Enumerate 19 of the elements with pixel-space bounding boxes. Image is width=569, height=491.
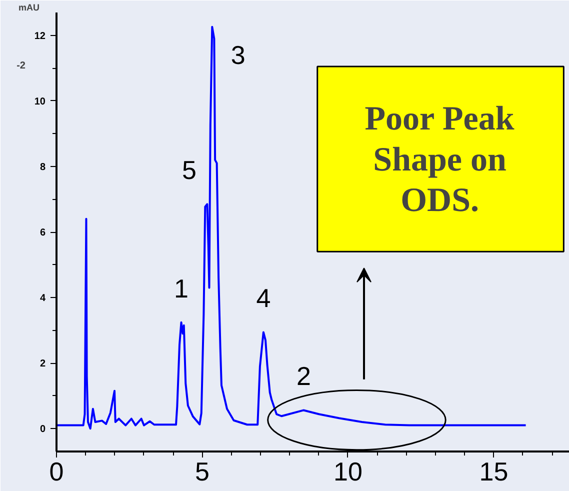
- annotation: Poor Peak Shape on ODS.: [364, 100, 514, 220]
- y-axis-title: mAU: [18, 2, 40, 12]
- y-tick-label: 2: [40, 358, 46, 370]
- y-tick-label: 12: [34, 30, 46, 42]
- y-tick-label: 6: [40, 228, 46, 238]
- annotation: 4: [256, 283, 271, 314]
- annotation: 3: [230, 40, 246, 70]
- y-tick-label: 8: [40, 162, 46, 173]
- annotation: 5: [182, 155, 196, 186]
- x-tick-label: 5: [195, 456, 210, 486]
- y-tick-label: 0: [40, 424, 46, 436]
- text: -2: [16, 60, 26, 72]
- line-series: [56, 26, 527, 430]
- x-tick-label: 10: [334, 456, 362, 486]
- y-tick-label: 4: [40, 293, 46, 304]
- annotation: 1: [174, 273, 188, 304]
- x-tick-label: 15: [479, 456, 508, 486]
- y-tick-label: 10: [34, 96, 46, 108]
- annotation: 2: [296, 361, 311, 392]
